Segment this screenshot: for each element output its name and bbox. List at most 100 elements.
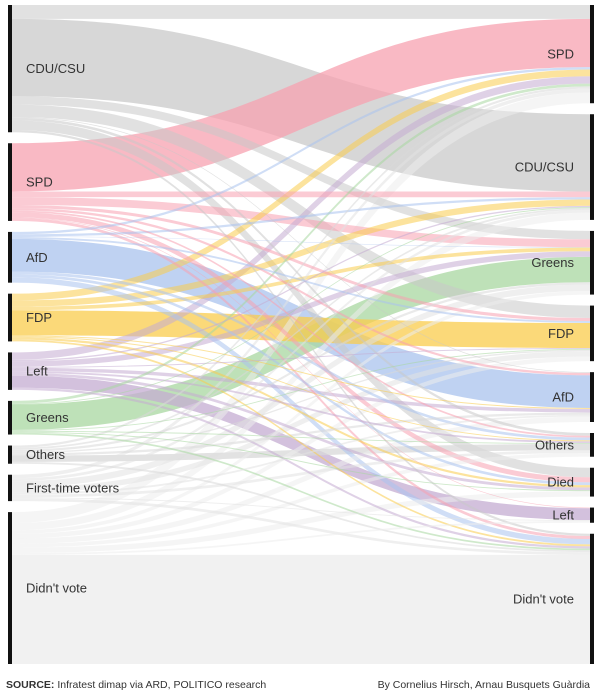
target-node-didn-t-vote (590, 533, 594, 664)
target-node-spd (590, 5, 594, 104)
flow-spd-to-spd (12, 18, 590, 192)
flow-first-time-voters-to-fdp (12, 351, 590, 493)
flow-fdp-to-others (12, 336, 590, 442)
flow-cdu-csu-to-died (12, 120, 590, 478)
flow-left-to-others (12, 371, 590, 444)
target-label-cdu-csu: CDU/CSU (515, 160, 574, 175)
flow-others-to-didn-t-vote (12, 461, 590, 553)
flow-afd-to-cdu-csu (12, 197, 590, 237)
credit-note: By Cornelius Hirsch, Arnau Busquets Guàr… (377, 679, 590, 691)
flow-others-to-fdp (12, 349, 590, 454)
node-bars (8, 5, 594, 664)
target-node-fdp (590, 305, 594, 362)
source-label: SOURCE: (6, 679, 55, 691)
target-label-spd: SPD (547, 47, 574, 62)
source-node-cdu-csu (8, 5, 12, 133)
flow-cdu-csu-to-afd (12, 116, 590, 373)
source-label-didn-t-vote: Didn't vote (26, 581, 87, 596)
source-label-spd: SPD (26, 175, 53, 190)
source-node-fdp (8, 293, 12, 342)
flow-left-to-cdu-csu (12, 205, 590, 362)
target-label-fdp: FDP (548, 326, 574, 341)
node-labels: CDU/CSU SPD AfD FDP Left Greens Others First-ti… (26, 47, 574, 607)
flow-greens-to-greens (12, 256, 590, 430)
flow-others-to-spd (12, 86, 590, 448)
flow-fdp-to-cdu-csu (12, 199, 590, 307)
flow-first-time-voters-to-afd (12, 414, 590, 495)
target-node-others (590, 432, 594, 457)
source-label-fdp: FDP (26, 310, 52, 325)
flow-greens-to-didn-t-vote (12, 432, 590, 551)
flow-didn-t-vote-to-didn-t-vote (12, 554, 590, 664)
flow-afd-to-spd (12, 67, 590, 235)
flow-spd-to-afd (12, 208, 590, 376)
flow-didn-t-vote-to-cdu-csu (12, 212, 590, 531)
flow-didn-t-vote-to-afd (12, 416, 590, 544)
source-label-greens: Greens (26, 410, 69, 425)
flow-afd-to-greens (12, 236, 590, 248)
footer: SOURCE: Infratest dimap via ARD, POLITIC… (0, 676, 598, 696)
flow-left-to-didn-t-vote (12, 387, 590, 549)
target-node-cdu-csu (590, 114, 594, 220)
flow-fdp-to-spd (12, 69, 590, 301)
flow-afd-to-fdp (12, 237, 590, 323)
flow-cdu-csu-to-others (12, 117, 590, 436)
flow-cdu-csu-to-didn-t-vote (12, 129, 590, 537)
flow-others-to-cdu-csu (12, 208, 590, 450)
flow-didn-t-vote-to-fdp (12, 356, 590, 539)
source-label-left: Left (26, 364, 48, 379)
flow-left-to-greens (12, 251, 590, 367)
target-node-left (590, 507, 594, 523)
flow-others-to-afd (12, 412, 590, 456)
flow-spd-to-cdu-csu (12, 191, 590, 198)
source-node-first-time-voters (8, 474, 12, 502)
source-label-first-time-voters: First-time voters (26, 480, 120, 495)
flow-cdu-csu-to-fdp (12, 104, 590, 318)
source-note: SOURCE: Infratest dimap via ARD, POLITIC… (6, 679, 266, 691)
flow-greens-to-cdu-csu (12, 207, 590, 405)
flow-spd-to-died (12, 212, 590, 483)
flow-afd-to-others (12, 271, 590, 441)
source-node-greens (8, 400, 12, 435)
flow-others-to-greens (12, 282, 590, 452)
source-node-left (8, 352, 12, 390)
flow-afd-to-died (12, 274, 590, 486)
flow-didn-t-vote-to-died (12, 491, 590, 554)
target-label-greens: Greens (531, 255, 574, 270)
flow-left-to-fdp (12, 347, 590, 368)
flow-greens-to-others (12, 430, 590, 445)
source-node-didn-t-vote (8, 512, 12, 664)
flow-spd-to-greens (12, 197, 590, 248)
flow-left-to-died (12, 372, 590, 491)
flow-others-to-others (12, 444, 590, 462)
flow-didn-t-vote-to-left (12, 520, 590, 555)
flow-didn-t-vote-to-others (12, 453, 590, 548)
flow-fdp-to-greens (12, 247, 590, 311)
target-label-others: Others (535, 437, 575, 452)
flow-first-time-voters-to-others (12, 450, 590, 498)
flow-greens-to-spd (12, 83, 590, 404)
source-label-afd: AfD (26, 250, 48, 265)
flow-first-time-voters-to-left (12, 497, 590, 521)
flow-fdp-to-died (12, 337, 590, 488)
flow-spd-to-others (12, 210, 590, 438)
flow-spd-to-left (12, 217, 590, 509)
sankey-chart: CDU/CSU SPD AfD FDP Left Greens Others First-ti… (8, 5, 594, 664)
flow-greens-to-died (12, 431, 590, 492)
flow-greens-to-fdp (12, 348, 590, 431)
source-label-cdu-csu: CDU/CSU (26, 61, 85, 76)
source-node-afd (8, 231, 12, 283)
flow-first-time-voters-to-cdu-csu (12, 209, 590, 482)
target-label-didn-t-vote: Didn't vote (513, 591, 574, 606)
source-node-spd (8, 143, 12, 221)
source-text: Infratest dimap via ARD, POLITICO resear… (54, 679, 267, 691)
target-label-left: Left (552, 508, 574, 523)
flow-first-time-voters-to-greens (12, 284, 590, 488)
flow-first-time-voters-to-didn-t-vote (12, 498, 590, 555)
flow-links (12, 5, 590, 664)
target-node-died (590, 467, 594, 497)
source-label-others: Others (26, 447, 66, 462)
flow-cdu-csu-to-spd (12, 5, 590, 19)
source-node-others (8, 445, 12, 464)
flow-spd-to-fdp (12, 204, 590, 322)
